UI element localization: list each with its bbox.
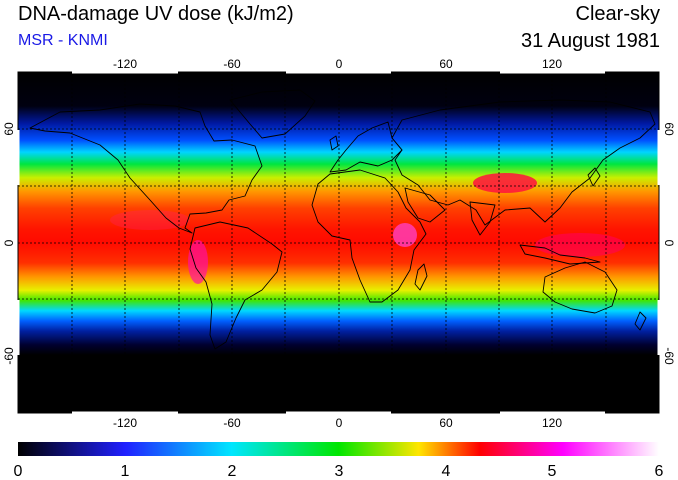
colorbar-label-6: 6: [655, 463, 664, 480]
lat-label-left-60: 60: [2, 122, 16, 136]
tibet-high-dose: [473, 173, 537, 193]
colorbar-label-1: 1: [121, 463, 130, 480]
lat-label-right-m60: -60: [662, 347, 676, 365]
indonesia-outline: [519, 244, 601, 265]
andes-high-dose: [188, 240, 208, 284]
lon-label-bottom-m60: -60: [223, 416, 241, 430]
lon-label-bottom-0: 0: [336, 416, 343, 430]
colorbar: [18, 442, 659, 456]
colorbar-label-4: 4: [442, 463, 451, 480]
lon-label-bottom-60: 60: [439, 416, 453, 430]
maritime-continent-high-dose: [535, 233, 625, 257]
frame-ticks: [16, 70, 661, 415]
map-title: DNA-damage UV dose (kJ/m2): [18, 3, 294, 25]
lat-label-left-0: 0: [2, 239, 16, 246]
uk-outline: [329, 135, 339, 151]
lon-label-top-120: 120: [542, 57, 562, 71]
lon-label-top-m60: -60: [223, 57, 241, 71]
madagascar-outline: [414, 263, 428, 291]
new-zealand-outline: [634, 311, 647, 331]
lat-label-left-m60: -60: [2, 347, 16, 365]
japan-outline: [587, 167, 601, 187]
lon-label-bottom-m120: -120: [113, 416, 137, 430]
colorbar-label-5: 5: [548, 463, 557, 480]
india-outline: [469, 201, 496, 236]
lat-label-right-60: 60: [662, 122, 676, 136]
lon-label-top-60: 60: [439, 57, 453, 71]
colorbar-label-0: 0: [14, 463, 23, 480]
colorbar-label-2: 2: [228, 463, 237, 480]
lon-label-top-0: 0: [336, 57, 343, 71]
east-africa-high-dose: [393, 223, 417, 247]
sky-condition-label: Clear-sky: [575, 3, 660, 25]
date-label: 31 August 1981: [520, 30, 660, 52]
graticule: [18, 72, 659, 413]
asia-outline: [391, 99, 656, 226]
africa-outline: [311, 169, 427, 303]
lon-label-top-m120: -120: [113, 57, 137, 71]
uv-dose-field: [18, 72, 659, 413]
colorbar-label-3: 3: [335, 463, 344, 480]
arabia-outline: [404, 187, 446, 223]
central-america-dose: [110, 210, 190, 230]
lat-label-right-0: 0: [662, 240, 676, 247]
source-label: MSR - KNMI: [18, 32, 108, 49]
lon-label-bottom-120: 120: [542, 416, 562, 430]
north-america-outline: [29, 103, 263, 234]
south-america-outline: [189, 221, 283, 350]
